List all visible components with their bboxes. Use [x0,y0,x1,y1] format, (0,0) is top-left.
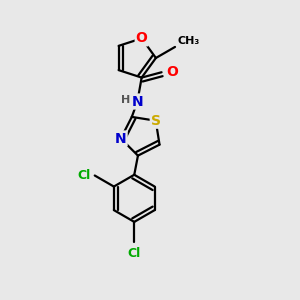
Text: O: O [166,65,178,79]
Text: H: H [121,95,130,105]
Text: O: O [136,32,148,45]
Text: N: N [115,131,127,146]
Text: Cl: Cl [128,247,141,260]
Text: N: N [132,94,143,109]
Text: CH₃: CH₃ [178,36,200,46]
Text: Cl: Cl [77,169,90,182]
Text: S: S [151,114,161,128]
